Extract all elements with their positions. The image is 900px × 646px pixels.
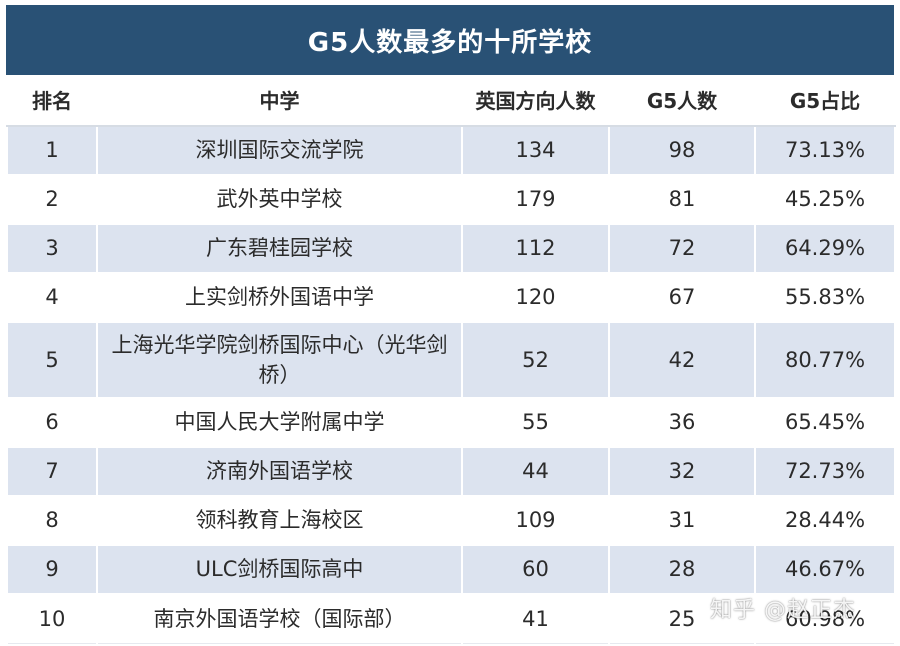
- cell-g5-ratio: 28.44%: [754, 495, 896, 546]
- cell-g5-count: 25: [608, 593, 756, 644]
- cell-rank: 4: [6, 272, 98, 323]
- cell-g5-ratio: 60.98%: [754, 593, 896, 644]
- cell-g5-count: 42: [608, 321, 756, 399]
- cell-uk-count: 112: [461, 223, 610, 274]
- col-header-uk-count: 英国方向人数: [461, 75, 610, 127]
- table-row: 7 济南外国语学校 44 32 72.73%: [6, 446, 896, 497]
- cell-rank: 8: [6, 495, 98, 546]
- header-row: 排名 中学 英国方向人数 G5人数 G5占比: [6, 75, 896, 127]
- col-header-school: 中学: [96, 75, 463, 127]
- table-row: 1 深圳国际交流学院 134 98 73.13%: [6, 125, 896, 176]
- cell-g5-ratio: 46.67%: [754, 544, 896, 595]
- cell-school: 南京外国语学校（国际部）: [96, 593, 463, 644]
- table-row: 9 ULC剑桥国际高中 60 28 46.67%: [6, 544, 896, 595]
- table-row: 8 领科教育上海校区 109 31 28.44%: [6, 495, 896, 546]
- cell-g5-count: 81: [608, 174, 756, 225]
- cell-uk-count: 41: [461, 593, 610, 644]
- cell-school: 广东碧桂园学校: [96, 223, 463, 274]
- col-header-g5-ratio: G5占比: [754, 75, 896, 127]
- cell-uk-count: 52: [461, 321, 610, 399]
- table-row: 5 上海光华学院剑桥国际中心（光华剑桥） 52 42 80.77%: [6, 321, 896, 399]
- cell-school: 中国人民大学附属中学: [96, 397, 463, 448]
- cell-school: 深圳国际交流学院: [96, 125, 463, 176]
- col-header-g5-count: G5人数: [608, 75, 756, 127]
- cell-rank: 3: [6, 223, 98, 274]
- cell-school: 领科教育上海校区: [96, 495, 463, 546]
- table-row: 10 南京外国语学校（国际部） 41 25 60.98%: [6, 593, 896, 644]
- cell-g5-ratio: 64.29%: [754, 223, 896, 274]
- cell-uk-count: 44: [461, 446, 610, 497]
- cell-g5-ratio: 45.25%: [754, 174, 896, 225]
- cell-school: 上实剑桥外国语中学: [96, 272, 463, 323]
- table-title: G5人数最多的十所学校: [307, 27, 593, 58]
- cell-g5-ratio: 72.73%: [754, 446, 896, 497]
- table-row: 6 中国人民大学附属中学 55 36 65.45%: [6, 397, 896, 448]
- cell-rank: 1: [6, 125, 98, 176]
- cell-rank: 7: [6, 446, 98, 497]
- cell-rank: 2: [6, 174, 98, 225]
- ranking-table: 排名 中学 英国方向人数 G5人数 G5占比 1 深圳国际交流学院 134 98…: [6, 75, 896, 644]
- cell-g5-count: 32: [608, 446, 756, 497]
- cell-rank: 6: [6, 397, 98, 448]
- cell-school: 济南外国语学校: [96, 446, 463, 497]
- cell-g5-count: 98: [608, 125, 756, 176]
- cell-school: 武外英中学校: [96, 174, 463, 225]
- cell-g5-count: 28: [608, 544, 756, 595]
- cell-uk-count: 55: [461, 397, 610, 448]
- cell-uk-count: 134: [461, 125, 610, 176]
- cell-school: ULC剑桥国际高中: [96, 544, 463, 595]
- cell-g5-ratio: 55.83%: [754, 272, 896, 323]
- cell-g5-ratio: 73.13%: [754, 125, 896, 176]
- cell-uk-count: 60: [461, 544, 610, 595]
- cell-rank: 10: [6, 593, 98, 644]
- cell-g5-count: 36: [608, 397, 756, 448]
- table-row: 2 武外英中学校 179 81 45.25%: [6, 174, 896, 225]
- col-header-rank: 排名: [6, 75, 98, 127]
- table-row: 4 上实剑桥外国语中学 120 67 55.83%: [6, 272, 896, 323]
- cell-school: 上海光华学院剑桥国际中心（光华剑桥）: [96, 321, 463, 399]
- cell-rank: 5: [6, 321, 98, 399]
- cell-g5-ratio: 80.77%: [754, 321, 896, 399]
- cell-uk-count: 120: [461, 272, 610, 323]
- cell-g5-count: 67: [608, 272, 756, 323]
- cell-uk-count: 179: [461, 174, 610, 225]
- cell-g5-count: 31: [608, 495, 756, 546]
- table-row: 3 广东碧桂园学校 112 72 64.29%: [6, 223, 896, 274]
- cell-uk-count: 109: [461, 495, 610, 546]
- cell-rank: 9: [6, 544, 98, 595]
- table-title-bar: G5人数最多的十所学校: [6, 5, 894, 75]
- cell-g5-count: 72: [608, 223, 756, 274]
- cell-g5-ratio: 65.45%: [754, 397, 896, 448]
